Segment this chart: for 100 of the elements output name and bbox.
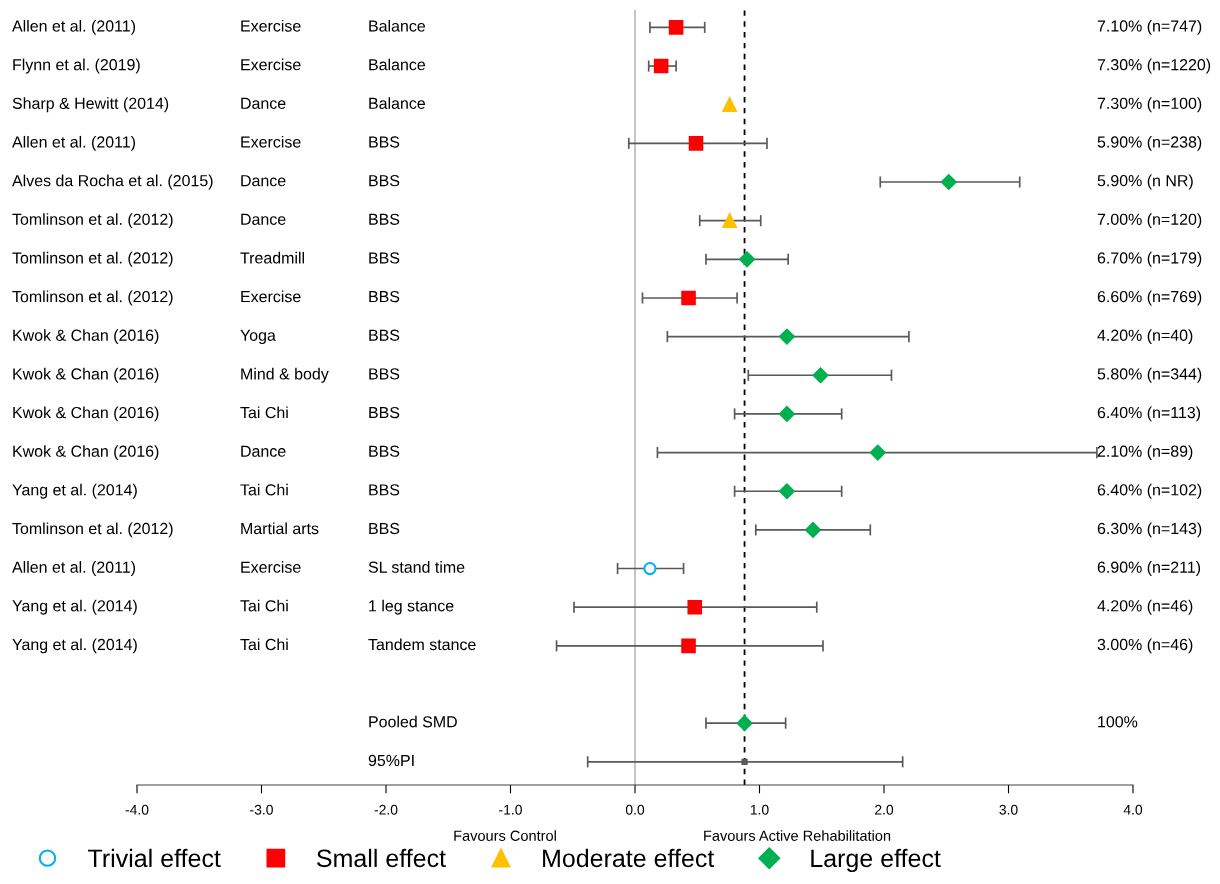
legend-label: Large effect [811, 848, 941, 873]
annotation: Dance [241, 213, 286, 225]
y-tick-label: Allen et al. (2011) [12, 19, 136, 35]
annotation: Dance [241, 97, 286, 109]
point [778, 406, 795, 422]
annotation: 3.00% (n=46) [1097, 638, 1193, 654]
annotation: Tai Chi [240, 599, 288, 612]
y-tick-label: Tomlinson et al. (2012) [12, 290, 173, 306]
y-tick-label: Kwok & Chan (2016) [13, 406, 159, 422]
point [653, 58, 669, 74]
y-tick-label: Kwok & Chan (2016) [13, 445, 159, 461]
point [778, 483, 795, 500]
x-tick-label: 1.0 [750, 804, 769, 815]
point [687, 599, 703, 615]
annotation: BBS [369, 368, 400, 380]
point [681, 290, 696, 306]
annotation: 1 leg stance [369, 599, 454, 615]
annotation: Exercise [241, 58, 301, 71]
annotation: 7.00% (n=120) [1097, 213, 1202, 229]
point [778, 328, 795, 345]
point [722, 213, 737, 228]
point [940, 174, 957, 190]
x-tick-label: 3.0 [999, 804, 1018, 815]
annotation: BBS [369, 174, 400, 187]
annotation: BBS [369, 445, 400, 457]
annotation: Dance [241, 175, 286, 187]
annotation: 5.90% (n=238) [1097, 135, 1202, 151]
y-tick-label: Kwok & Chan (2016) [13, 367, 159, 383]
x-tick-label: 2.0 [875, 804, 894, 815]
annotation: SL stand time [368, 561, 465, 573]
point [739, 251, 755, 268]
y-tick-label: Kwok & Chan (2016) [13, 329, 159, 345]
x-tick-label: 4.0 [1123, 804, 1143, 815]
x-tick-label: -3.0 [250, 804, 273, 815]
annotation: Treadmill [240, 251, 305, 264]
x-tick-label: -2.0 [374, 804, 398, 815]
point [688, 136, 704, 151]
point [643, 561, 657, 576]
y-tick-label: Tomlinson et al. (2012) [12, 251, 173, 267]
annotation: Balance [369, 58, 426, 71]
annotation: BBS [369, 136, 400, 148]
annotation: BBS [369, 290, 400, 303]
point [722, 97, 737, 112]
y-tick-label: Sharp & Hewitt (2014) [12, 97, 169, 113]
annotation: Balance [369, 97, 426, 109]
annotation: Tai Chi [240, 483, 288, 496]
x-tick-label: -1.0 [499, 804, 522, 815]
point [736, 715, 753, 732]
annotation: BBS [369, 484, 400, 496]
annotation: 7.10% (n=747) [1097, 19, 1202, 35]
annotation: 6.40% (n=113) [1097, 406, 1201, 422]
annotation: 4.20% (n=40) [1097, 329, 1193, 345]
annotation: Exercise [241, 19, 301, 32]
annotation: 5.90% (n NR) [1097, 174, 1193, 190]
annotation: BBS [369, 252, 400, 264]
point [741, 758, 748, 765]
point [805, 521, 821, 538]
annotation: 4.20% (n=46) [1097, 599, 1193, 615]
annotation: Balance [369, 19, 426, 32]
y-tick-label: Yang et al. (2014) [12, 599, 137, 615]
text: Favours Control [454, 830, 556, 841]
annotation: BBS [369, 522, 400, 535]
annotation: Pooled SMD [369, 715, 457, 728]
y-tick-label: Allen et al. (2011) [12, 561, 136, 576]
annotation: 6.30% (n=143) [1097, 522, 1202, 538]
legend-label: Small effect [317, 848, 446, 868]
y-tick-label: Yang et al. (2014) [12, 638, 137, 654]
annotation: 95%PI [368, 754, 414, 767]
y-tick-label: Yang et al. (2014) [12, 483, 137, 499]
legend-label: Trivial effect [88, 848, 221, 868]
y-tick-label: Tomlinson et al. (2012) [12, 213, 173, 229]
annotation: Martial arts [241, 522, 319, 535]
point [869, 444, 886, 461]
annotation: Exercise [241, 290, 301, 303]
annotation: Tai Chi [240, 638, 288, 651]
annotation: Exercise [241, 561, 301, 573]
y-tick-label: Tomlinson et al. (2012) [12, 522, 173, 538]
annotation: Tai Chi [240, 406, 288, 419]
x-tick-label: 0.0 [625, 804, 645, 815]
point [668, 20, 684, 35]
annotation: Dance [241, 445, 286, 457]
annotation: 6.60% (n=769) [1097, 290, 1202, 306]
annotation: Tandem stance [368, 638, 476, 651]
annotation: 2.10% (n=89) [1097, 445, 1193, 461]
annotation: Exercise [241, 135, 301, 148]
point [681, 638, 696, 654]
annotation: 7.30% (n=1220) [1097, 58, 1211, 74]
annotation: 6.90% (n=211) [1097, 561, 1201, 576]
annotation: BBS [369, 213, 400, 225]
y-tick-label: Alves da Rocha et al. (2015) [12, 174, 213, 190]
annotation: 5.80% (n=344) [1097, 367, 1202, 383]
annotation: Yoga [240, 329, 276, 345]
annotation: 6.40% (n=102) [1097, 483, 1202, 499]
annotation: 7.30% (n=100) [1097, 97, 1202, 113]
annotation: Mind & body [241, 367, 329, 383]
text: Favours Active Rehabilitation [704, 830, 891, 841]
annotation: BBS [369, 406, 400, 419]
point [812, 367, 829, 384]
x-tick-label: -4.0 [125, 804, 149, 815]
annotation: 100% [1098, 716, 1138, 728]
